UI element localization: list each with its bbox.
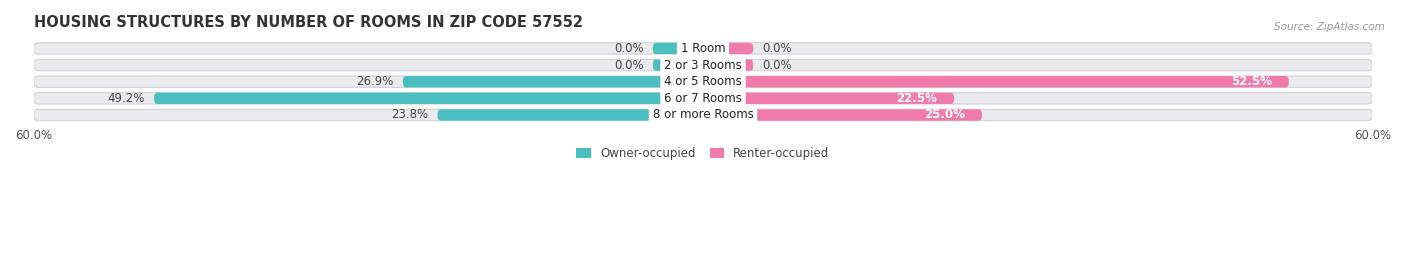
FancyBboxPatch shape <box>155 93 703 104</box>
FancyBboxPatch shape <box>34 93 1372 104</box>
Text: 0.0%: 0.0% <box>614 59 644 72</box>
Text: 0.0%: 0.0% <box>762 42 792 55</box>
Text: 25.0%: 25.0% <box>924 108 965 122</box>
Text: 22.5%: 22.5% <box>897 92 938 105</box>
Text: 8 or more Rooms: 8 or more Rooms <box>652 108 754 122</box>
Text: 52.5%: 52.5% <box>1232 75 1272 88</box>
FancyBboxPatch shape <box>703 76 1289 87</box>
FancyBboxPatch shape <box>34 76 1372 87</box>
Text: 6 or 7 Rooms: 6 or 7 Rooms <box>664 92 742 105</box>
FancyBboxPatch shape <box>703 43 754 54</box>
Text: Source: ZipAtlas.com: Source: ZipAtlas.com <box>1274 22 1385 31</box>
Text: 2 or 3 Rooms: 2 or 3 Rooms <box>664 59 742 72</box>
FancyBboxPatch shape <box>34 109 1372 121</box>
Text: HOUSING STRUCTURES BY NUMBER OF ROOMS IN ZIP CODE 57552: HOUSING STRUCTURES BY NUMBER OF ROOMS IN… <box>34 15 582 30</box>
Text: 1 Room: 1 Room <box>681 42 725 55</box>
FancyBboxPatch shape <box>703 59 754 71</box>
Text: 0.0%: 0.0% <box>614 42 644 55</box>
FancyBboxPatch shape <box>437 109 703 121</box>
FancyBboxPatch shape <box>703 93 955 104</box>
FancyBboxPatch shape <box>703 109 981 121</box>
FancyBboxPatch shape <box>34 43 1372 54</box>
Text: 26.9%: 26.9% <box>357 75 394 88</box>
FancyBboxPatch shape <box>404 76 703 87</box>
FancyBboxPatch shape <box>652 59 703 71</box>
FancyBboxPatch shape <box>34 59 1372 71</box>
Text: 23.8%: 23.8% <box>391 108 429 122</box>
Legend: Owner-occupied, Renter-occupied: Owner-occupied, Renter-occupied <box>572 142 834 165</box>
Text: 4 or 5 Rooms: 4 or 5 Rooms <box>664 75 742 88</box>
Text: 49.2%: 49.2% <box>108 92 145 105</box>
Text: 0.0%: 0.0% <box>762 59 792 72</box>
FancyBboxPatch shape <box>652 43 703 54</box>
